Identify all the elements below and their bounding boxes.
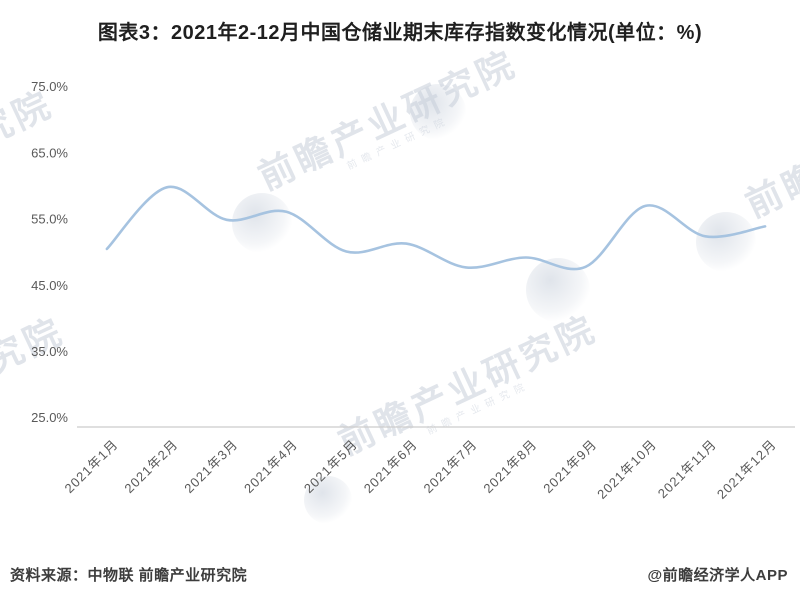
x-tick-label: 2021年3月 [181,437,241,497]
x-tick-label: 2021年5月 [301,437,361,497]
y-tick-label: 35.0% [31,344,68,359]
x-tick-label: 2021年6月 [361,437,421,497]
y-tick-label: 65.0% [31,145,68,160]
x-tick-label: 2021年9月 [540,437,600,497]
x-tick-label: 2021年4月 [241,437,301,497]
x-tick-label: 2021年12月 [714,437,779,502]
y-tick-label: 55.0% [31,212,68,227]
line-chart: 75.0%65.0%55.0%45.0%35.0%25.0%2021年1月 202… [31,79,795,502]
y-tick-label: 75.0% [31,79,68,94]
source-note: 资料来源：中物联 前瞻产业研究院 [10,567,248,584]
x-tick-label: 2021年2月 [121,437,181,497]
page-title: 图表3：2021年2-12月中国仓储业期末库存指数变化情况(单位：%) [97,22,703,44]
y-tick-label: 45.0% [31,278,68,293]
x-tick-label: 2021年11月 [655,437,720,502]
x-tick-label: 2021年10月 [594,437,659,502]
credit-note: @前瞻经济学人APP [647,567,788,584]
series-line [105,185,767,271]
x-tick-label: 2021年8月 [480,437,540,497]
x-tick-label: 2021年1月 [62,437,122,497]
x-tick-label: 2021年7月 [421,437,481,497]
y-tick-label: 25.0% [31,410,68,425]
